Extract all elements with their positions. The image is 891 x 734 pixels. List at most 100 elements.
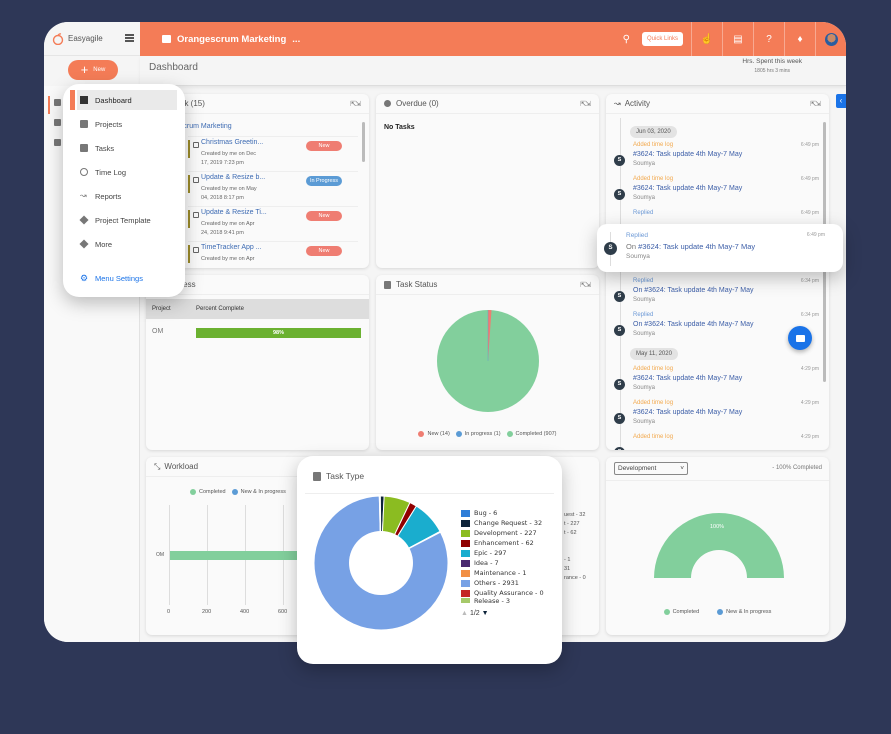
activity-time: 6:34 pm (800, 278, 819, 284)
help-icon[interactable]: ? (753, 22, 784, 56)
project-switcher[interactable]: Orangescrum Marketing ... (162, 34, 300, 45)
select-value: Development (618, 465, 657, 472)
menu-settings-link[interactable]: ⚙ Menu Settings (77, 268, 177, 288)
activity-user: Soumya (633, 385, 656, 391)
dashboard-icon[interactable] (54, 99, 61, 106)
feedback-icon[interactable]: ▤ (722, 22, 753, 56)
table-header: Project Percent Complete (146, 299, 369, 319)
activity-item[interactable]: S Replied On #3624: Task update 4th May-7 … (614, 278, 829, 312)
activity-link[interactable]: #3624: Task update 4th May-7 May (633, 151, 743, 158)
panel-title: gress (176, 280, 196, 289)
scrollbar[interactable] (362, 122, 365, 162)
menu-item-projects[interactable]: Projects (77, 114, 177, 134)
activity-time: 6:49 pm (800, 176, 819, 182)
menu-label: Dashboard (95, 95, 132, 105)
activity-item[interactable]: S Added time log #3624: Task update 4th Ma… (614, 176, 829, 210)
briefcase-icon (162, 35, 171, 43)
search-icon[interactable]: ⚲ (622, 33, 630, 45)
menu-item-project-template[interactable]: Project Template (77, 210, 177, 230)
status-badge: New (306, 246, 342, 256)
activity-user: Soumya (626, 253, 650, 260)
legend-item[interactable]: Idea - 7 (461, 558, 544, 568)
activity-kind: Replied (633, 312, 654, 318)
panel-title: Workload (164, 462, 199, 471)
project-link[interactable]: escrum Marketing (176, 123, 232, 130)
expand-icon[interactable]: ⇱⇲ (350, 101, 361, 108)
activity-time: 6:49 pm (800, 142, 819, 148)
project-more[interactable]: ... (292, 33, 301, 45)
activity-kind: Replied (633, 278, 654, 284)
task-row[interactable]: Update & Resize Ti... Created by me on Ap… (188, 206, 358, 240)
expand-icon[interactable]: ⇱⇲ (580, 101, 591, 108)
chat-button[interactable] (788, 326, 812, 350)
legend-item[interactable]: Epic - 297 (461, 548, 544, 558)
gauge-label: 100% (710, 524, 725, 530)
activity-link[interactable]: #3624: Task update 4th May-7 May (633, 185, 743, 192)
legend-item[interactable]: Development - 227 (461, 528, 544, 538)
menu-label: Project Template (95, 215, 151, 225)
legend-item[interactable]: Change Request - 32 (461, 518, 544, 528)
task-title[interactable]: TimeTracker App ... (201, 244, 262, 251)
highlighted-activity[interactable]: S Replied On #3624: Task update 4th May-… (597, 224, 843, 272)
activity-link[interactable]: #3624: Task update 4th May-7 May (638, 242, 756, 251)
activity-kind: Added time log (633, 366, 674, 372)
task-meta: Created by me on Dec (201, 151, 257, 157)
activity-time: 4:29 pm (800, 400, 819, 406)
expand-icon[interactable]: ⇱⇲ (580, 282, 591, 289)
activity-item[interactable]: S Replied On #3624: Task update 4th May-7 … (614, 312, 829, 346)
menu-item-tasks[interactable]: Tasks (77, 138, 177, 158)
briefcase-icon[interactable] (54, 119, 61, 126)
activity-link[interactable]: On #3624: Task update 4th May-7 May (633, 287, 754, 294)
task-title[interactable]: Christmas Greetin... (201, 139, 264, 146)
legend-item[interactable]: Enhancement - 62 (461, 538, 544, 548)
collapse-toggle[interactable]: ‹ (836, 94, 846, 108)
checkbox[interactable] (193, 247, 199, 253)
hamburger-icon[interactable] (125, 34, 134, 42)
legend-item[interactable]: Maintenance - 1 (461, 568, 544, 578)
menu-item-reports[interactable]: ↝ Reports (77, 186, 177, 206)
activity-link[interactable]: #3624: Task update 4th May-7 May (633, 375, 743, 382)
task-title[interactable]: Update & Resize b... (201, 174, 266, 181)
quick-links-button[interactable]: Quick Links (641, 32, 683, 46)
hand-pointer-icon[interactable]: ☝ (691, 22, 722, 56)
panel-title: Task Status (396, 280, 438, 289)
activity-kind: Added time log (633, 176, 674, 182)
new-button[interactable]: + New (68, 60, 118, 80)
tick: 200 (202, 609, 212, 615)
menu-item-more[interactable]: More (77, 234, 177, 254)
activity-item[interactable]: S Added time log #3624: Task update 4th Ma… (614, 142, 829, 176)
checkbox-icon[interactable] (54, 139, 61, 146)
activity-link[interactable]: #3624: Task update 4th May-7 May (633, 409, 743, 416)
menu-item-time-log[interactable]: Time Log (77, 162, 177, 182)
logo-area: Easyagile (44, 22, 140, 56)
checkbox[interactable] (193, 142, 199, 148)
activity-item[interactable]: Replied 6:49 pm (614, 210, 829, 244)
task-title[interactable]: Update & Resize Ti... (201, 209, 267, 216)
activity-link[interactable]: On #3624: Task update 4th May-7 May (633, 321, 754, 328)
task-row[interactable]: Update & Resize b... Created by me on May… (188, 171, 358, 205)
arrow-down-icon[interactable]: ▼ (481, 610, 489, 617)
task-row[interactable]: Christmas Greetin... Created by me on Dec… (188, 136, 358, 170)
checkbox[interactable] (193, 177, 199, 183)
legend-item[interactable]: Release - 3 (461, 598, 544, 603)
expand-icon[interactable]: ⇱⇲ (810, 101, 821, 108)
project-type-select[interactable]: Development ˅ (614, 462, 688, 475)
activity-item[interactable]: S Added time log #3624: Task update 4th Ma… (614, 400, 829, 434)
completion-summary: - 100% Completed (772, 465, 822, 471)
activity-item[interactable]: S Added time log #3624: Task update 4th Ma… (614, 366, 829, 400)
sub-header: Dashboard Hrs. Spent this week 1805 hrs … (140, 56, 846, 86)
activity-time: 4:29 pm (800, 434, 819, 440)
arrow-up-icon[interactable]: ▲ (461, 610, 468, 617)
checkbox[interactable] (193, 212, 199, 218)
legend-item[interactable]: Bug - 6 (461, 508, 544, 518)
user-avatar[interactable] (815, 22, 846, 56)
bell-icon[interactable]: ♦ (784, 22, 815, 56)
activity-kind: Added time log (633, 434, 674, 440)
legend-item[interactable]: Quality Assurance - 0 (461, 588, 544, 598)
legend-item[interactable]: Others - 2931 (461, 578, 544, 588)
legend-completed: Completed (907) (515, 431, 557, 437)
menu-item-dashboard[interactable]: Dashboard (70, 90, 177, 110)
task-row[interactable]: TimeTracker App ... Created by me on Apr N… (188, 241, 358, 268)
task-type-donut (313, 495, 449, 631)
